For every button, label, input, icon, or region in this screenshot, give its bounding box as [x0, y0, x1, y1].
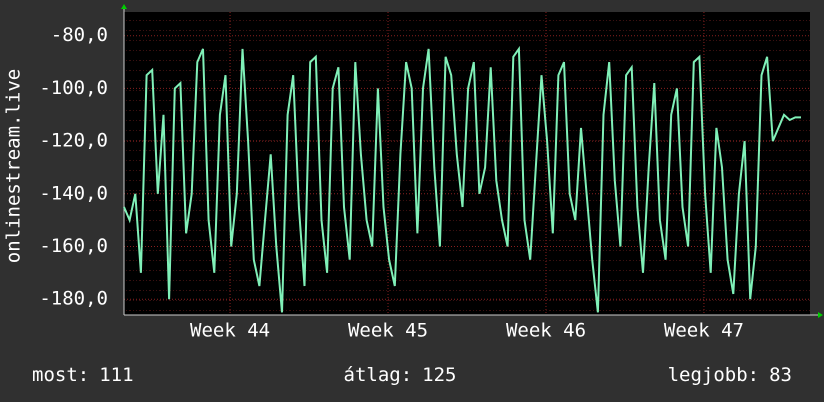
- x-tick-label: Week 47: [664, 320, 744, 342]
- stat-value: 111: [99, 364, 133, 386]
- stat-label: átlag:: [344, 364, 413, 386]
- plot-area: [124, 12, 810, 315]
- series-line: [123, 45, 801, 313]
- stat: átlag: 125: [344, 364, 457, 386]
- y-tick-label: -180,0: [39, 288, 108, 310]
- x-tick-label: Week 45: [348, 320, 428, 342]
- stat-label: most:: [32, 364, 89, 386]
- y-tick-label: -140,0: [39, 182, 108, 204]
- y-axis-label: onlinestream.live: [3, 69, 25, 263]
- stat-label: legjobb:: [668, 364, 760, 386]
- y-tick-label: -120,0: [39, 130, 108, 152]
- stat: most: 111: [32, 364, 134, 386]
- y-tick-label: -160,0: [39, 235, 108, 257]
- y-tick-label: -80,0: [51, 24, 108, 46]
- x-tick-label: Week 44: [190, 320, 270, 342]
- x-tick-label: Week 46: [506, 320, 586, 342]
- y-tick-label: -100,0: [39, 77, 108, 99]
- stat: legjobb: 83: [668, 364, 792, 386]
- axis-arrow: [121, 4, 127, 9]
- stat-value: 83: [769, 364, 792, 386]
- axis-arrow: [818, 312, 823, 318]
- stat-value: 125: [422, 364, 456, 386]
